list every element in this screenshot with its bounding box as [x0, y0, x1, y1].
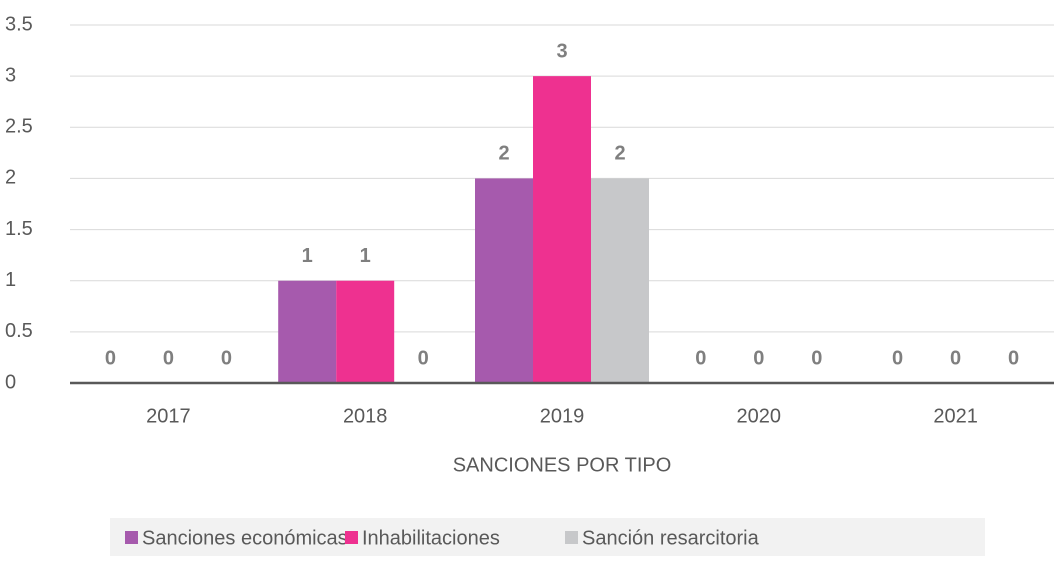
y-tick-label: 2 [5, 167, 16, 189]
x-tick-label: 2020 [737, 405, 782, 427]
value-label: 2 [498, 143, 509, 165]
bar [591, 178, 649, 383]
value-label: 0 [753, 347, 764, 369]
bar [533, 76, 591, 384]
value-label: 0 [695, 347, 706, 369]
y-tick-label: 1.5 [5, 218, 33, 240]
y-tick-label: 0 [5, 371, 16, 393]
legend-background [110, 518, 985, 556]
x-axis-label: SANCIONES POR TIPO [453, 454, 672, 476]
value-label: 0 [163, 347, 174, 369]
legend-label: Inhabilitaciones [362, 527, 500, 549]
x-tick-label: 2019 [540, 405, 585, 427]
y-tick-label: 3.5 [5, 13, 33, 35]
bar [336, 280, 395, 383]
value-label: 0 [811, 347, 822, 369]
value-label: 0 [105, 347, 116, 369]
legend-swatch [345, 531, 358, 544]
y-tick-label: 1 [5, 269, 16, 291]
legend-label: Sanciones económicas [142, 527, 348, 549]
legend-swatch [565, 531, 578, 544]
value-label: 0 [892, 347, 903, 369]
value-label: 1 [302, 245, 313, 267]
value-label: 2 [614, 143, 625, 165]
value-label: 3 [556, 40, 567, 62]
value-label: 0 [950, 347, 961, 369]
y-tick-label: 3 [5, 64, 16, 86]
value-label: 1 [360, 245, 371, 267]
bar [475, 178, 533, 383]
value-label: 0 [1008, 347, 1019, 369]
value-label: 0 [221, 347, 232, 369]
legend-label: Sanción resarcitoria [582, 527, 760, 549]
bar [278, 280, 337, 383]
legend-swatch [125, 531, 138, 544]
y-tick-label: 0.5 [5, 320, 33, 342]
value-label: 0 [418, 347, 429, 369]
x-tick-label: 2021 [933, 405, 978, 427]
x-tick-label: 2017 [146, 405, 191, 427]
x-tick-label: 2018 [343, 405, 388, 427]
y-tick-label: 2.5 [5, 116, 33, 138]
